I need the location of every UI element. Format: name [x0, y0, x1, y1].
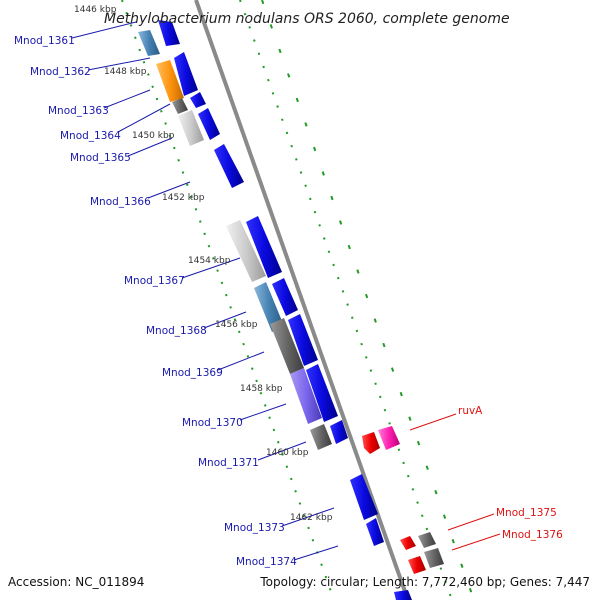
gene-label[interactable]: Mnod_1373 [224, 522, 285, 534]
gene-label[interactable]: Mnod_1371 [198, 457, 259, 469]
gene-feature[interactable] [366, 518, 384, 546]
kbp-label: 1448 kbp [104, 67, 147, 77]
gene-feature[interactable] [272, 278, 298, 316]
kbp-label: 1452 kbp [162, 193, 205, 203]
kbp-label: 1460 kbp [266, 448, 309, 458]
gene-feature[interactable] [310, 424, 332, 450]
gene-feature[interactable] [408, 556, 426, 574]
gene-feature[interactable] [400, 536, 416, 550]
gene-label[interactable]: Mnod_1361 [14, 35, 75, 47]
gene-label[interactable]: Mnod_1376 [502, 529, 563, 541]
gene-label[interactable]: Mnod_1362 [30, 66, 91, 78]
gene-feature[interactable] [306, 364, 338, 422]
gene-labels-right: ruvA Mnod_1375 Mnod_1376 [458, 405, 563, 541]
gene-feature[interactable] [424, 548, 444, 568]
gene-feature[interactable] [178, 110, 204, 146]
topology-text: Topology: circular; Length: 7,772,460 bp… [259, 575, 590, 589]
kbp-label: 1458 kbp [240, 384, 283, 394]
gene-labels-left: Mnod_1361 Mnod_1362 Mnod_1363 Mnod_1364 … [14, 35, 297, 568]
gene-feature[interactable] [330, 420, 348, 444]
gene-feature[interactable] [190, 92, 206, 108]
gene-label[interactable]: Mnod_1367 [124, 275, 185, 287]
gene-feature[interactable] [174, 52, 198, 96]
genome-backbone [194, 0, 410, 600]
gene-feature[interactable] [378, 426, 400, 450]
gene-feature[interactable] [214, 144, 244, 188]
kbp-label: 1456 kbp [215, 320, 258, 330]
accession-text: Accession: NC_011894 [8, 575, 144, 589]
kbp-label: 1462 kbp [290, 513, 333, 523]
kbp-label: 1454 kbp [188, 256, 231, 266]
gene-label[interactable]: Mnod_1374 [236, 556, 297, 568]
gene-feature[interactable] [362, 432, 380, 454]
gene-feature[interactable] [172, 98, 188, 114]
gene-label[interactable]: Mnod_1363 [48, 105, 109, 117]
gene-feature[interactable] [156, 60, 184, 102]
kbp-labels: 1446 kbp 1448 kbp 1450 kbp 1452 kbp 1454… [74, 5, 333, 523]
gene-feature[interactable] [138, 30, 160, 56]
gene-label[interactable]: Mnod_1365 [70, 152, 131, 164]
gene-label[interactable]: Mnod_1366 [90, 196, 151, 208]
gene-feature[interactable] [288, 314, 318, 366]
gene-label[interactable]: Mnod_1368 [146, 325, 207, 337]
gene-feature[interactable] [158, 20, 180, 46]
gene-feature[interactable] [290, 368, 322, 424]
gene-label[interactable]: ruvA [458, 405, 483, 417]
gene-feature[interactable] [394, 590, 412, 600]
gene-feature[interactable] [418, 532, 436, 548]
gene-label[interactable]: Mnod_1364 [60, 130, 121, 142]
gene-label[interactable]: Mnod_1375 [496, 507, 557, 519]
gene-feature[interactable] [350, 474, 378, 520]
gene-feature[interactable] [254, 282, 284, 332]
gene-feature[interactable] [226, 220, 266, 282]
gene-feature[interactable] [270, 318, 304, 374]
leader-lines [71, 21, 501, 561]
gene-feature[interactable] [246, 216, 282, 278]
kbp-label: 1450 kbp [132, 131, 175, 141]
gene-label[interactable]: Mnod_1369 [162, 367, 223, 379]
gene-label[interactable]: Mnod_1370 [182, 417, 243, 429]
outer-guide-track [261, 0, 475, 600]
kbp-label: 1446 kbp [74, 5, 117, 15]
gene-features [138, 20, 444, 600]
map-title: Methylobacterium nodulans ORS 2060, comp… [104, 11, 510, 27]
gene-feature[interactable] [198, 108, 220, 140]
